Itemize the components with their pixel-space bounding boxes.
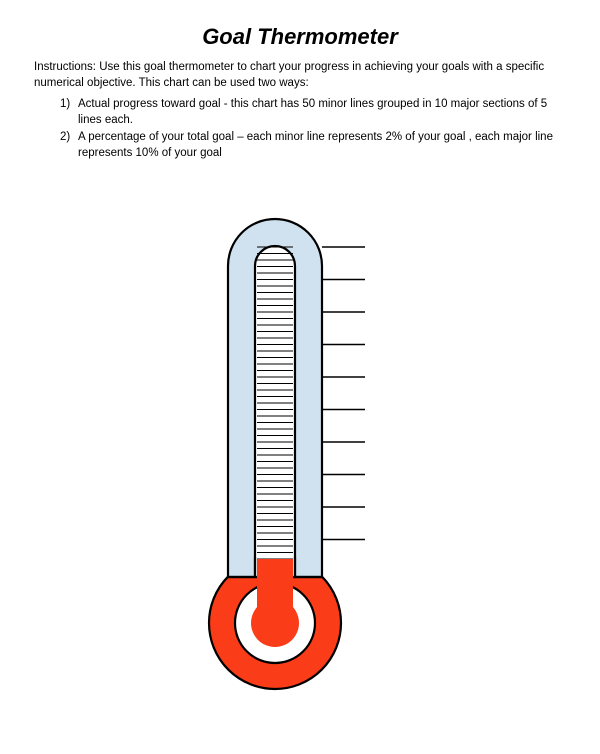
list-item: 1) Actual progress toward goal - this ch… xyxy=(60,97,566,128)
list-number: 2) xyxy=(60,130,78,161)
instructions-text: Instructions: Use this goal thermometer … xyxy=(34,60,566,91)
thermometer-svg xyxy=(0,189,600,699)
thermometer-graphic xyxy=(0,189,600,699)
list-item: 2) A percentage of your total goal – eac… xyxy=(60,130,566,161)
list-text: Actual progress toward goal - this chart… xyxy=(78,97,566,128)
list-number: 1) xyxy=(60,97,78,128)
page-title: Goal Thermometer xyxy=(0,24,600,50)
instruction-list: 1) Actual progress toward goal - this ch… xyxy=(60,97,566,161)
list-text: A percentage of your total goal – each m… xyxy=(78,130,566,161)
